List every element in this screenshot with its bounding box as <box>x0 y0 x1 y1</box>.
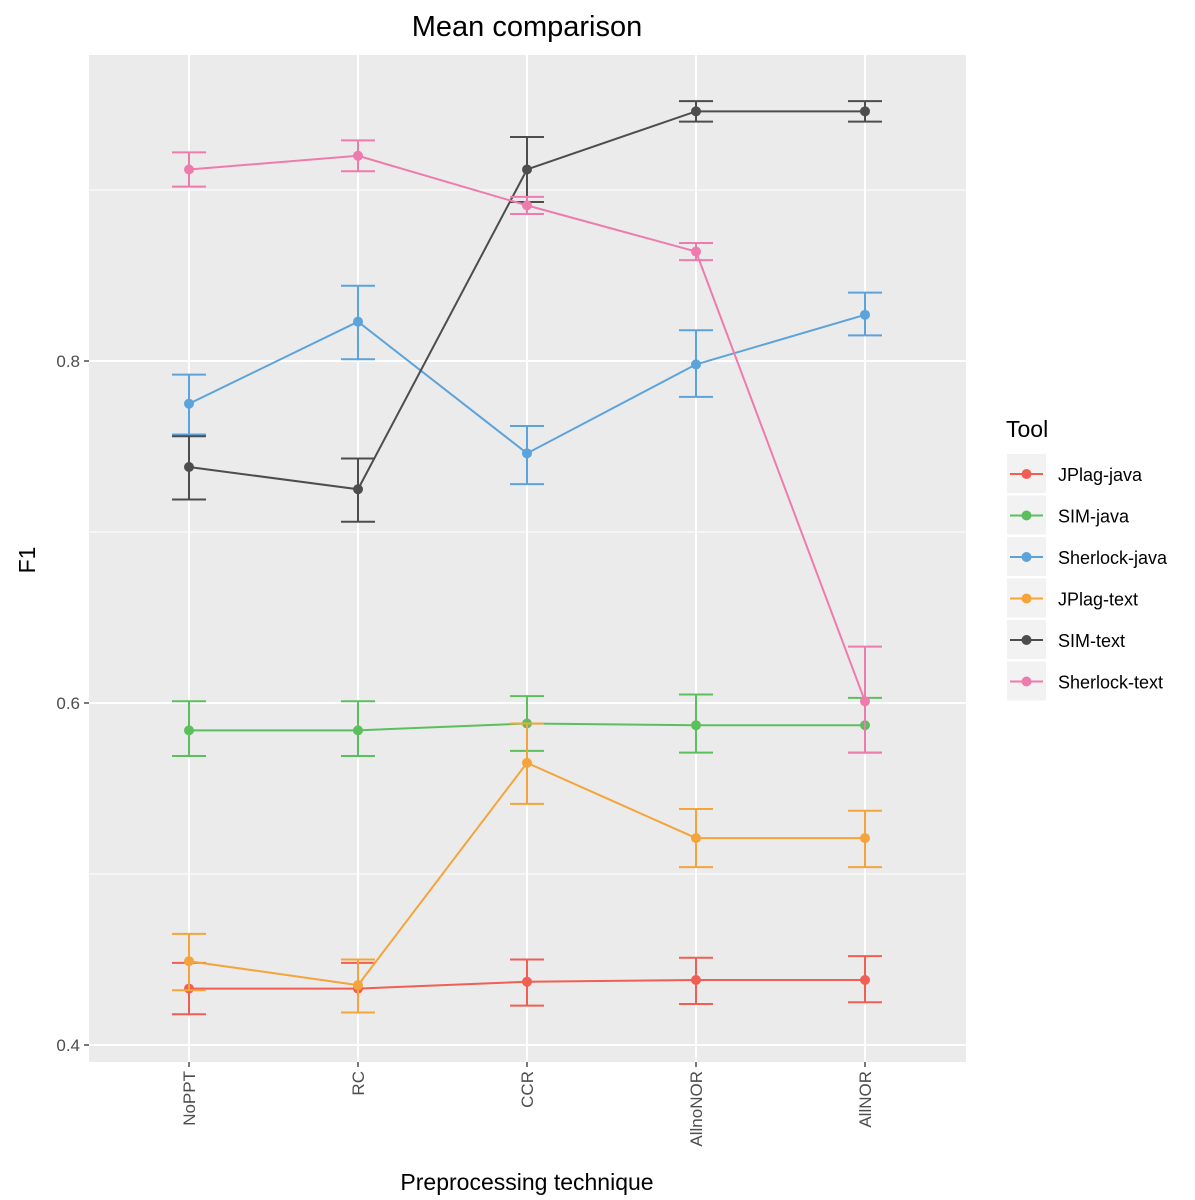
y-tick-label: 0.4 <box>56 1036 80 1055</box>
data-point <box>860 696 870 707</box>
x-axis-title: Preprocessing technique <box>400 1169 653 1195</box>
legend-key-point <box>1021 676 1032 687</box>
data-point <box>691 833 701 844</box>
data-point <box>353 980 363 991</box>
data-point <box>353 150 363 161</box>
legend-item-sim-java: SIM-java <box>1007 495 1130 535</box>
legend-label: JPlag-text <box>1058 590 1138 610</box>
data-point <box>691 106 701 117</box>
data-point <box>184 956 194 967</box>
series-sherlock-text <box>172 139 882 754</box>
data-point <box>691 975 701 986</box>
legend-label: SIM-text <box>1058 631 1125 651</box>
legend-item-sherlock-java: Sherlock-java <box>1007 537 1168 576</box>
data-point <box>522 164 532 175</box>
x-tick-label: AllNOR <box>856 1071 875 1128</box>
legend-key-point <box>1021 469 1032 479</box>
y-axis-title: F1 <box>14 547 40 574</box>
data-point <box>860 833 870 844</box>
data-point <box>522 200 532 211</box>
x-tick-label: AllnoNOR <box>687 1071 706 1147</box>
legend-key-point <box>1021 510 1032 521</box>
plot-area: 0.4 0.6 0.8 NoPPT RC CCR AllnoNOR AllNOR <box>56 55 966 1147</box>
legend-label: JPlag-java <box>1058 465 1143 485</box>
data-point <box>691 359 701 370</box>
series-jplag-text <box>172 722 882 1014</box>
data-point <box>184 164 194 175</box>
y-tick-label: 0.6 <box>56 694 80 713</box>
x-tick-label: NoPPT <box>180 1071 199 1126</box>
legend-key-point <box>1021 552 1032 562</box>
data-point <box>353 725 363 736</box>
data-point <box>522 448 532 459</box>
legend-title: Tool <box>1006 416 1048 442</box>
legend-item-jplag-java: JPlag-java <box>1007 454 1143 493</box>
chart-title: Mean comparison <box>412 11 643 43</box>
y-tick-label: 0.8 <box>56 352 80 371</box>
data-point <box>184 398 194 409</box>
legend-key-point <box>1021 635 1032 645</box>
legend-key-point <box>1021 593 1032 604</box>
x-tick-label: RC <box>349 1071 368 1096</box>
data-point <box>522 976 532 987</box>
data-point <box>860 309 870 320</box>
data-point <box>691 720 701 731</box>
series-sherlock-java <box>172 284 882 486</box>
data-point <box>184 462 194 473</box>
data-point <box>691 246 701 257</box>
legend-label: SIM-java <box>1058 507 1130 527</box>
legend-item-sim-text: SIM-text <box>1007 620 1125 659</box>
series-sim-text <box>172 100 882 523</box>
legend-item-sherlock-text: Sherlock-text <box>1007 661 1163 701</box>
data-point <box>860 975 870 986</box>
x-tick-label: CCR <box>518 1071 537 1108</box>
data-point <box>353 316 363 327</box>
legend-item-jplag-text: JPlag-text <box>1007 578 1138 618</box>
data-point <box>860 106 870 117</box>
legend-label: Sherlock-java <box>1058 548 1168 568</box>
data-point <box>184 725 194 736</box>
legend: Tool JPlag-java SIM-java Sherlock-java JPla… <box>1006 416 1168 701</box>
legend-label: Sherlock-text <box>1058 673 1163 693</box>
data-point <box>522 757 532 768</box>
data-point <box>353 484 363 495</box>
